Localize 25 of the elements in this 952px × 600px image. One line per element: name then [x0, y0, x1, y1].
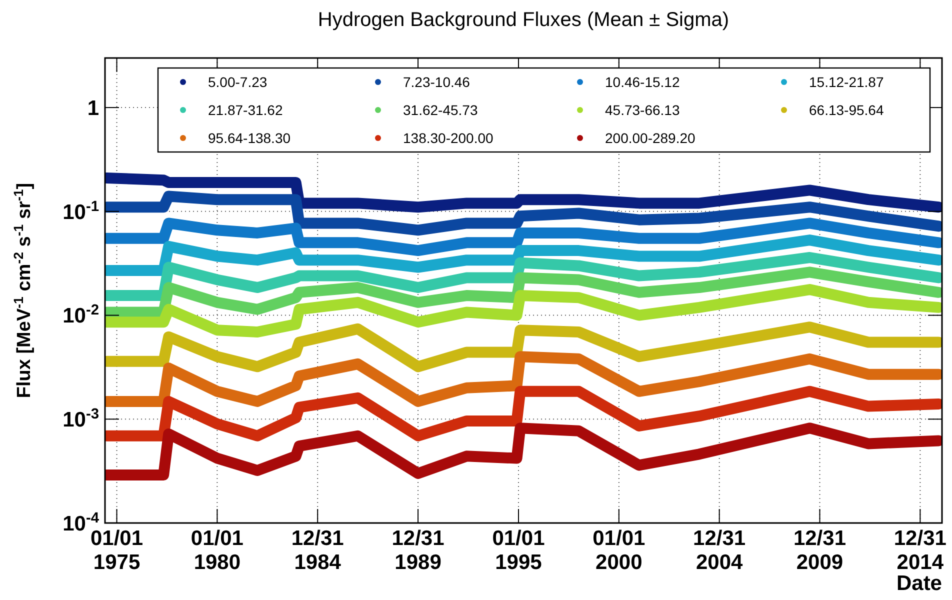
legend-label: 45.73-66.13 — [605, 102, 680, 118]
legend-label: 10.46-15.12 — [605, 74, 680, 90]
x-tick-label: 12/31 1984 — [291, 527, 344, 574]
x-tick-label: 12/31 2004 — [693, 527, 746, 574]
x-tick-label: 12/31 2009 — [793, 527, 846, 574]
x-tick-label: 12/31 1989 — [392, 527, 445, 574]
legend-label: 138.30-200.00 — [403, 130, 494, 146]
y-tick-label: 1 — [87, 96, 100, 120]
legend-label: 7.23-10.46 — [403, 74, 470, 90]
y-tick-label: 10$^{-1}$ — [62, 198, 99, 224]
legend-label: 21.87-31.62 — [208, 102, 283, 118]
x-tick-label: 01/01 1995 — [492, 527, 546, 574]
x-tick-label: 12/31 2014 — [894, 527, 947, 574]
legend-label: 15.12-21.87 — [809, 74, 884, 90]
legend-label: 200.00-289.20 — [605, 130, 696, 146]
x-axis-title: Date — [896, 572, 942, 595]
legend-label: 95.64-138.30 — [208, 130, 291, 146]
legend-label: 31.62-45.73 — [403, 102, 478, 118]
x-tick-label: 01/01 2000 — [592, 527, 646, 574]
y-tick-label: 10$^{-3}$ — [62, 406, 99, 432]
legend-label: 5.00-7.23 — [208, 74, 268, 90]
chart-title: Hydrogen Background Fluxes (Mean ± Sigma) — [318, 9, 730, 31]
y-tick-label: 10$^{-2}$ — [62, 302, 99, 328]
x-tick-label: 01/01 1980 — [190, 527, 244, 574]
legend-label: 66.13-95.64 — [809, 102, 884, 118]
